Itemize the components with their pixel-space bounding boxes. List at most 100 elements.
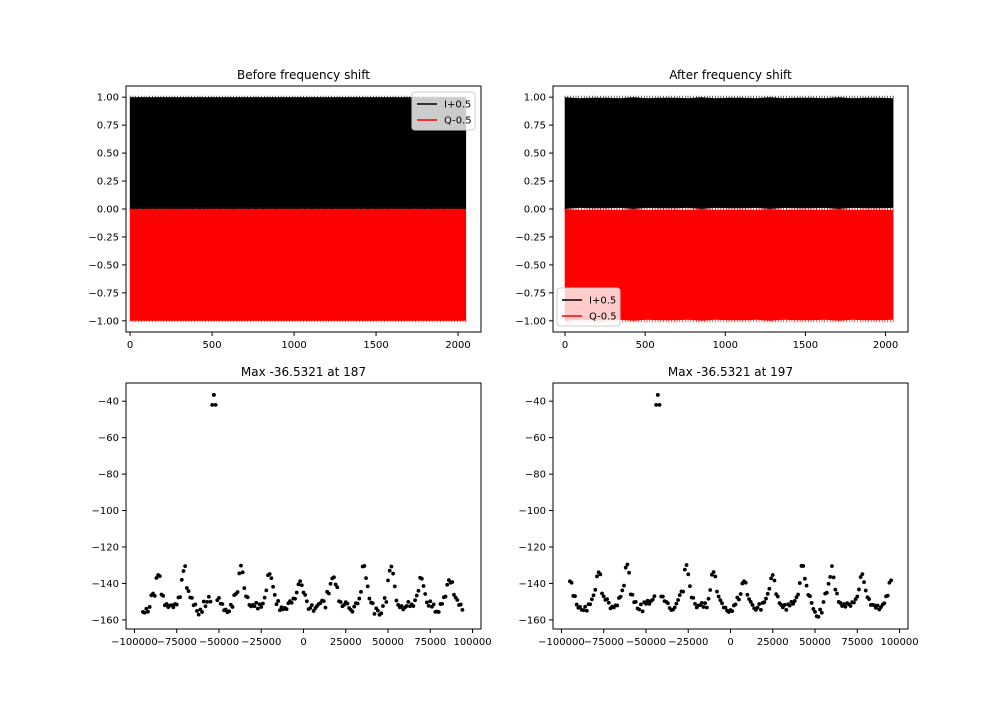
data-point xyxy=(867,597,872,602)
data-point xyxy=(178,595,183,600)
data-point xyxy=(835,591,839,596)
data-point xyxy=(146,609,150,614)
x-tick-label: 500 xyxy=(636,340,655,351)
data-point xyxy=(657,402,662,407)
data-point xyxy=(205,599,210,604)
data-point xyxy=(757,602,762,606)
y-tick-label: 0.00 xyxy=(524,205,546,216)
chart-title: Max -36.5321 at 187 xyxy=(241,365,366,379)
data-point xyxy=(350,609,355,614)
data-point xyxy=(666,601,670,606)
x-tick-label: 1500 xyxy=(363,340,388,351)
data-point xyxy=(606,600,611,605)
data-point xyxy=(147,605,152,609)
data-point xyxy=(171,605,176,610)
data-point xyxy=(601,594,606,599)
data-point xyxy=(255,606,260,611)
data-point xyxy=(708,588,713,592)
plot-area xyxy=(568,392,893,619)
data-point xyxy=(223,607,228,612)
x-tick-label: 1000 xyxy=(713,340,738,351)
data-point xyxy=(208,599,213,604)
data-point xyxy=(323,605,328,610)
x-tick-label: 2000 xyxy=(445,340,470,351)
y-tick-label: −0.75 xyxy=(88,288,119,299)
x-tick-label: 100000 xyxy=(453,637,491,648)
data-point xyxy=(737,597,741,602)
data-point xyxy=(303,593,308,597)
x-tick-label: 0 xyxy=(127,340,133,351)
data-point xyxy=(600,591,604,596)
data-point xyxy=(274,602,279,607)
plot-area xyxy=(564,95,894,323)
data-point xyxy=(620,588,625,593)
data-point xyxy=(684,563,689,567)
data-point xyxy=(196,612,201,617)
data-point xyxy=(237,571,242,576)
data-point xyxy=(387,568,392,573)
data-point xyxy=(293,596,297,601)
legend-label: Q-0.5 xyxy=(589,312,617,323)
data-point xyxy=(262,595,267,600)
data-point xyxy=(681,589,686,594)
y-tick-label: 0.00 xyxy=(97,205,119,216)
data-point xyxy=(682,567,687,572)
data-point xyxy=(625,562,630,567)
data-point xyxy=(252,604,257,609)
y-tick-label: −0.25 xyxy=(88,232,119,243)
data-point xyxy=(764,596,768,601)
data-point xyxy=(411,604,416,608)
data-point xyxy=(782,603,787,607)
data-point xyxy=(345,601,350,606)
data-point xyxy=(650,597,655,602)
y-tick-label: −1.00 xyxy=(515,316,546,327)
data-point xyxy=(183,564,188,569)
data-point xyxy=(639,602,643,607)
subplot-1: 0 500 1000 1500 2000 −1.00 −0.75 −0.50 −0.25 0.00… xyxy=(88,68,482,351)
data-point xyxy=(703,601,708,606)
data-point xyxy=(458,602,463,607)
data-point xyxy=(889,578,893,583)
y-tick-label: 0.25 xyxy=(97,177,119,188)
data-point xyxy=(452,592,456,597)
series-edge-1 xyxy=(129,95,467,211)
y-tick-label: −1.00 xyxy=(88,316,119,327)
data-point xyxy=(809,601,814,605)
x-tick-label: −50000 xyxy=(626,637,666,648)
y-tick-label: −80 xyxy=(525,470,546,481)
x-tick-label: 50000 xyxy=(372,637,404,648)
data-point xyxy=(190,595,194,600)
data-point xyxy=(711,570,716,575)
data-point xyxy=(797,581,802,585)
data-point xyxy=(276,599,281,603)
data-point xyxy=(852,600,856,605)
data-point xyxy=(843,604,848,609)
data-point xyxy=(413,598,417,603)
subplot-2: 0 500 1000 1500 2000 −1.00 −0.75 −0.50 −0.25 0.00… xyxy=(515,68,909,351)
data-point xyxy=(796,592,801,597)
chart-title: After frequency shift xyxy=(669,68,792,82)
data-point xyxy=(367,596,372,601)
data-point xyxy=(227,609,232,614)
data-point xyxy=(767,586,772,591)
data-point xyxy=(838,601,843,605)
data-point xyxy=(824,590,829,595)
data-point xyxy=(399,604,404,608)
data-point xyxy=(704,605,709,610)
data-point xyxy=(818,607,822,612)
legend-label: Q-0.5 xyxy=(444,116,472,127)
x-tick-label: 75000 xyxy=(414,637,446,648)
y-tick-label: −120 xyxy=(92,543,119,554)
y-tick-label: −80 xyxy=(98,470,119,481)
data-point xyxy=(765,591,770,596)
data-point xyxy=(802,576,807,581)
data-point xyxy=(569,580,574,585)
plot-area xyxy=(129,95,467,323)
data-point xyxy=(201,599,206,604)
data-point xyxy=(425,600,429,605)
data-point xyxy=(875,603,880,608)
chart-title: Before frequency shift xyxy=(237,68,370,82)
data-point xyxy=(821,600,826,604)
data-point xyxy=(261,601,265,606)
data-point xyxy=(723,605,728,610)
